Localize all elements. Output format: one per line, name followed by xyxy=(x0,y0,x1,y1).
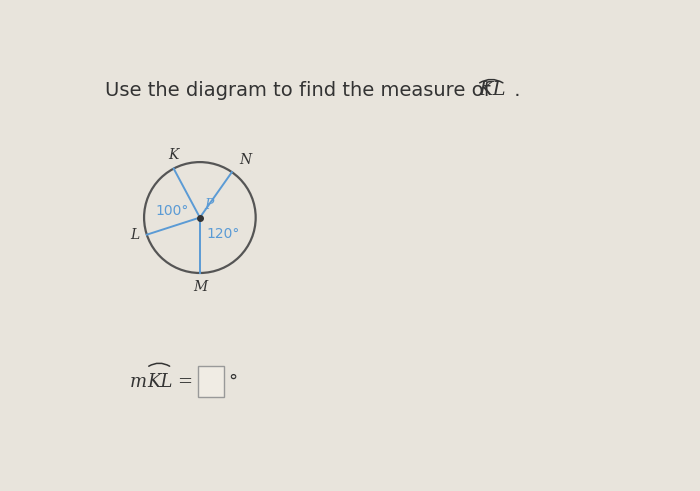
Text: 100°: 100° xyxy=(155,204,189,218)
Text: P: P xyxy=(204,198,214,212)
Text: °: ° xyxy=(228,373,238,390)
Text: .: . xyxy=(508,81,520,100)
Text: L: L xyxy=(130,228,139,242)
Text: N: N xyxy=(239,153,251,167)
Text: M: M xyxy=(193,280,207,294)
Text: m: m xyxy=(130,373,147,390)
Text: KL: KL xyxy=(147,373,173,390)
Text: KL: KL xyxy=(478,81,505,99)
Text: K: K xyxy=(169,148,179,162)
FancyBboxPatch shape xyxy=(198,366,224,397)
Text: 120°: 120° xyxy=(206,227,239,241)
Text: Use the diagram to find the measure of: Use the diagram to find the measure of xyxy=(104,81,496,100)
Text: =: = xyxy=(176,373,192,390)
